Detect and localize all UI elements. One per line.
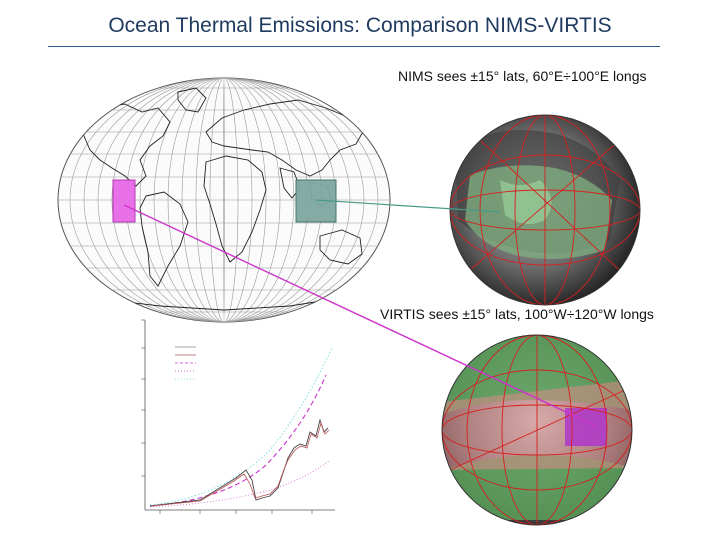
slide-title: Ocean Thermal Emissions: Comparison NIMS…	[108, 14, 612, 37]
plot-ticks	[141, 319, 313, 514]
virtis-globe-grid	[442, 335, 632, 525]
title-underline	[48, 46, 660, 47]
virtis-globe	[441, 334, 633, 526]
spectrum-plot	[141, 319, 335, 514]
nims-globe	[449, 114, 641, 306]
curve-270k	[149, 459, 331, 508]
virtis-caption: VIRTIS sees ±15° lats, 100°W÷120°W longs	[380, 306, 654, 322]
virtis-connector-line	[123, 204, 597, 427]
curve-virtis	[151, 421, 330, 507]
plot-legend	[175, 346, 196, 380]
nims-caption: NIMS sees ±15° lats, 60°E÷100°E longs	[398, 68, 647, 84]
virtis-region-marker	[112, 179, 136, 223]
nims-globe-grid	[450, 115, 640, 305]
curve-nims	[149, 418, 329, 507]
nims-connector-line	[315, 199, 501, 213]
curve-285k	[149, 374, 327, 507]
curve-300k	[149, 347, 333, 506]
world-map	[57, 77, 391, 323]
